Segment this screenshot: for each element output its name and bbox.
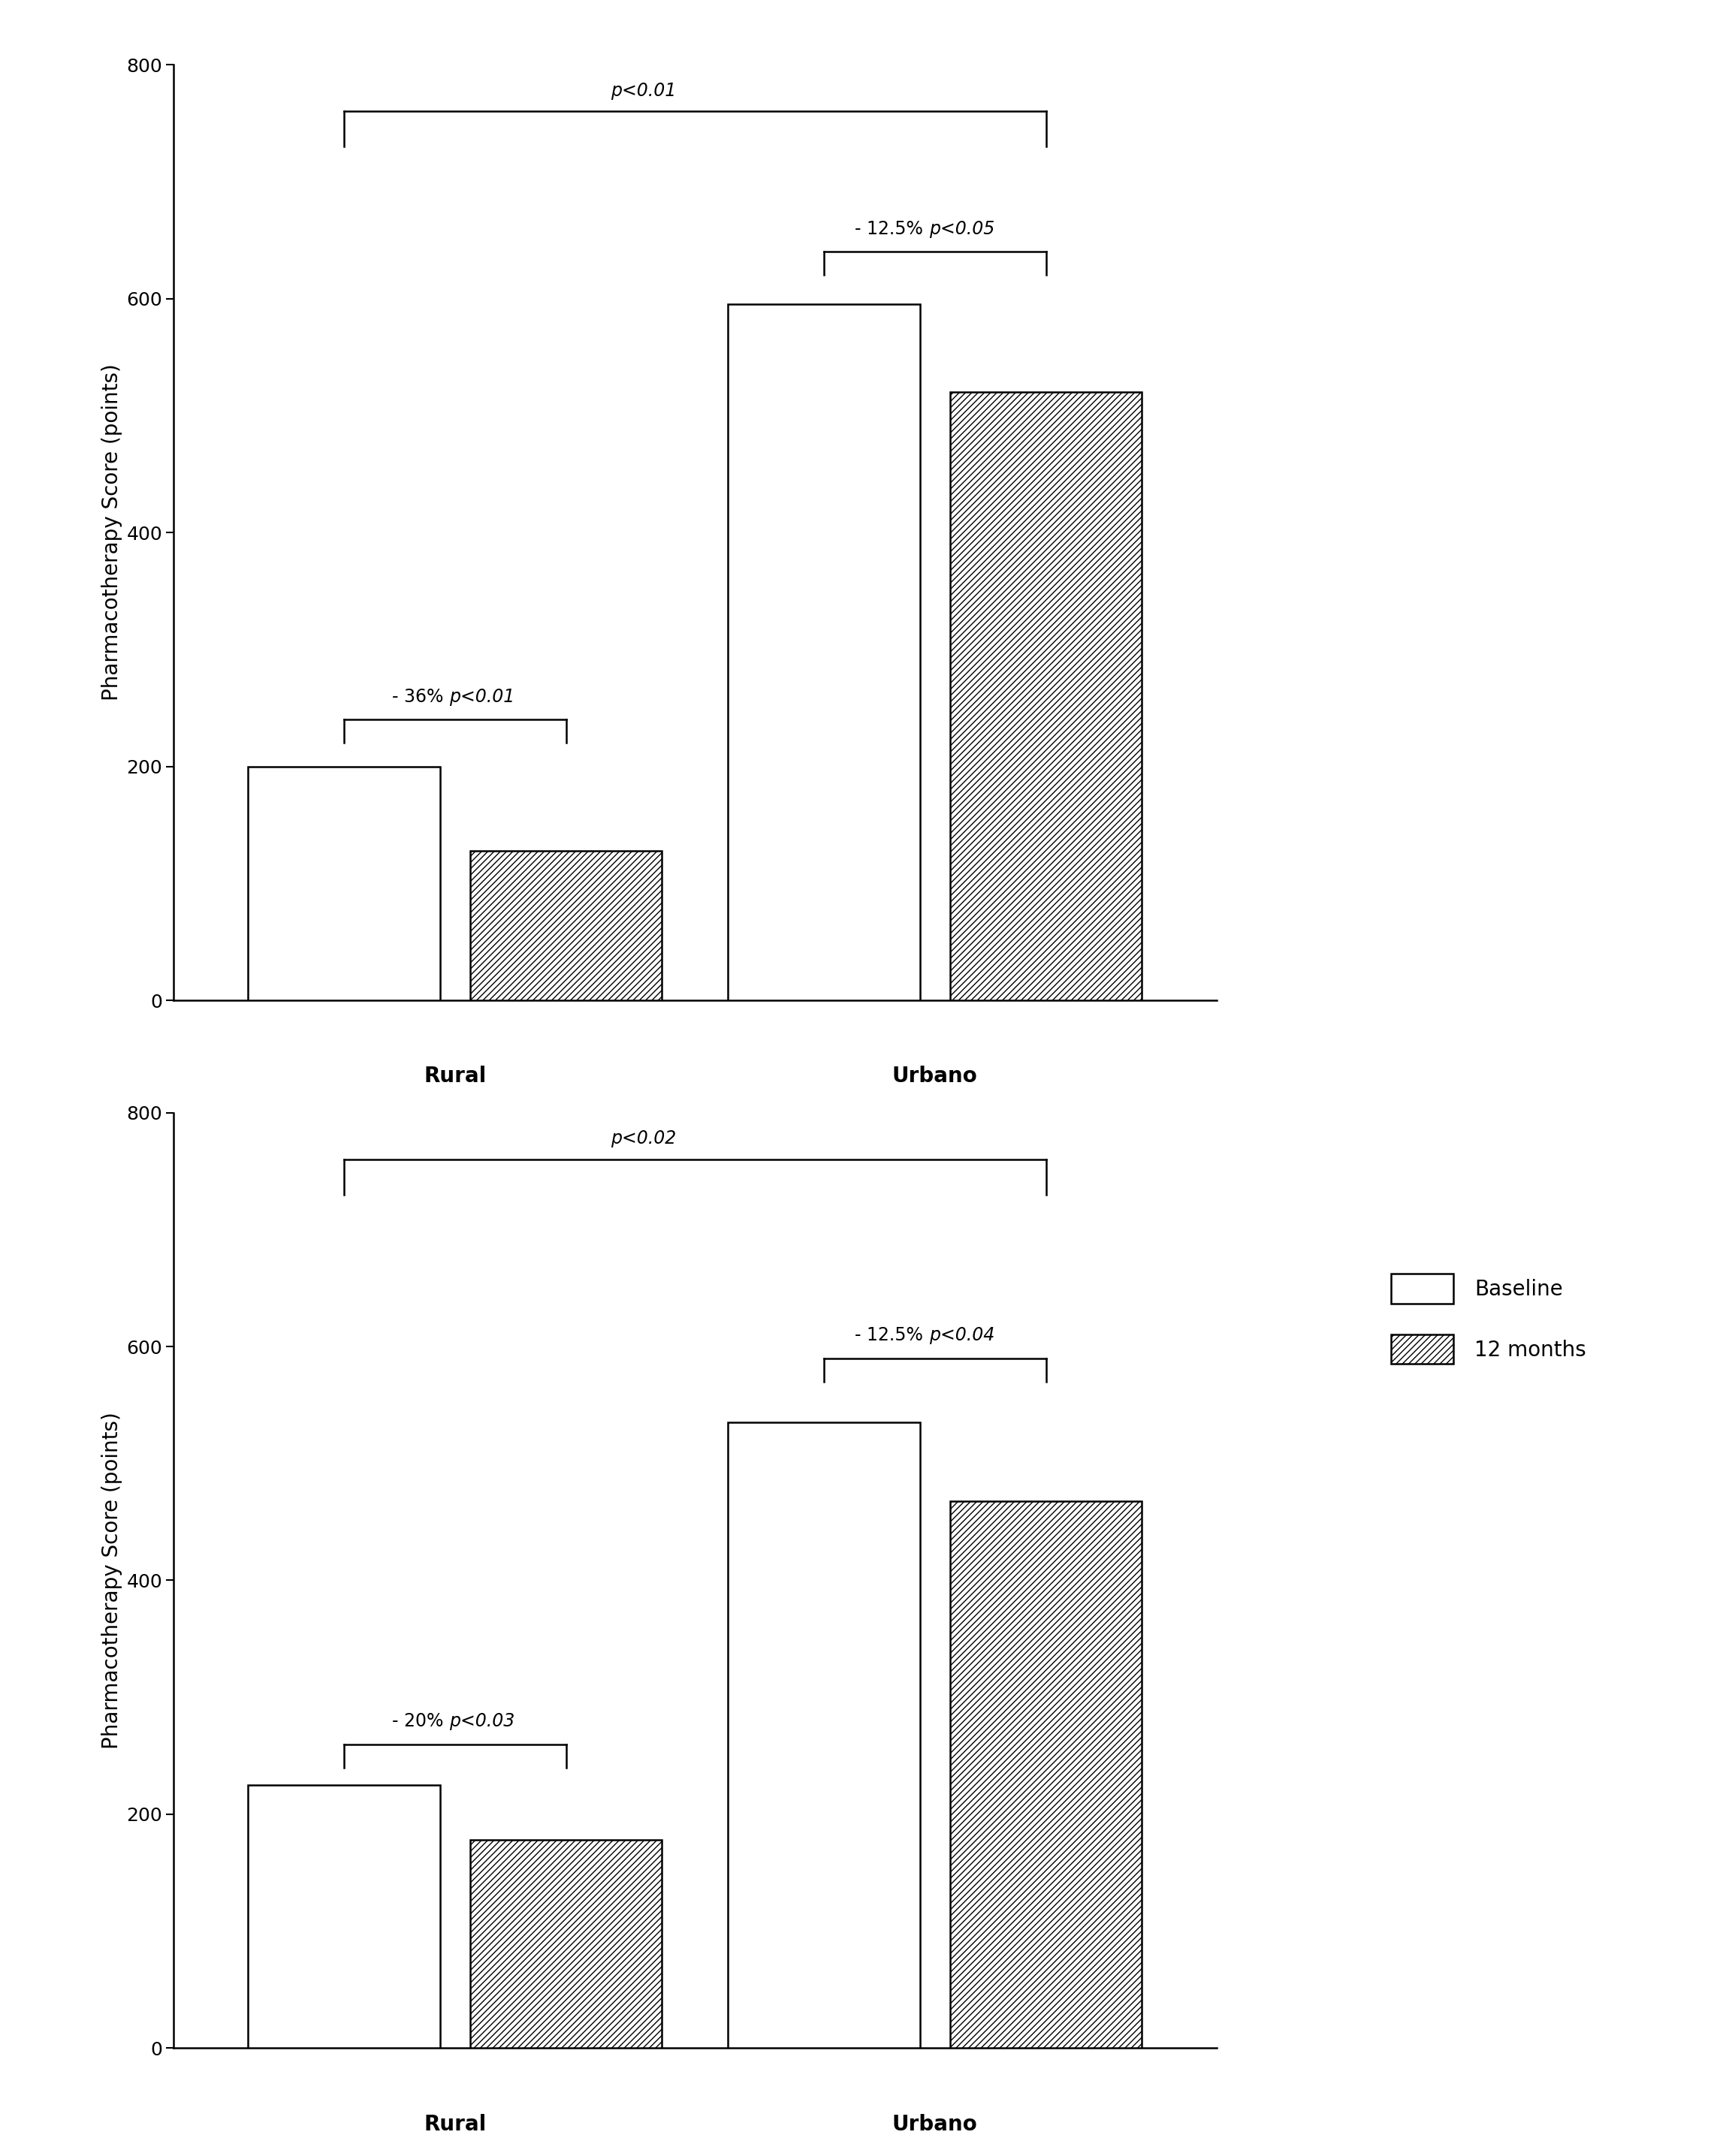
- Y-axis label: Pharmacotherapy Score (points): Pharmacotherapy Score (points): [100, 364, 123, 701]
- Text: - 36%: - 36%: [391, 688, 449, 705]
- Y-axis label: Pharmacotherapy Score (points): Pharmacotherapy Score (points): [100, 1412, 123, 1749]
- Text: Urbano: Urbano: [892, 2113, 977, 2134]
- Text: Rural: Rural: [424, 1065, 487, 1087]
- Bar: [248, 765, 440, 1000]
- Text: - 20%: - 20%: [391, 1712, 449, 1729]
- Text: p<0.04: p<0.04: [928, 1326, 994, 1343]
- Text: Asthma Patients: Asthma Patients: [506, 1188, 717, 1210]
- Text: p<0.05: p<0.05: [928, 220, 994, 237]
- Bar: [949, 392, 1141, 1000]
- Bar: [727, 304, 920, 1000]
- Text: p<0.02: p<0.02: [611, 1130, 677, 1147]
- Bar: [248, 1785, 440, 2048]
- Text: Urbano: Urbano: [892, 1065, 977, 1087]
- Text: p<0.01: p<0.01: [611, 82, 677, 99]
- Legend: Baseline, 12 months: Baseline, 12 months: [1380, 1263, 1597, 1376]
- Text: p<0.01: p<0.01: [449, 688, 514, 705]
- Bar: [949, 1501, 1141, 2048]
- Text: n =: n =: [878, 1128, 923, 1147]
- Text: - 12.5%: - 12.5%: [856, 1326, 928, 1343]
- Bar: [469, 852, 662, 1000]
- Text: - 12.5%: - 12.5%: [856, 220, 928, 237]
- Text: n =: n =: [398, 1128, 443, 1147]
- Text: 186: 186: [923, 1128, 966, 1147]
- Bar: [727, 1423, 920, 2048]
- Text: Rural: Rural: [424, 2113, 487, 2134]
- Bar: [469, 1839, 662, 2048]
- Text: p<0.03: p<0.03: [449, 1712, 514, 1729]
- Text: 80: 80: [443, 1128, 473, 1147]
